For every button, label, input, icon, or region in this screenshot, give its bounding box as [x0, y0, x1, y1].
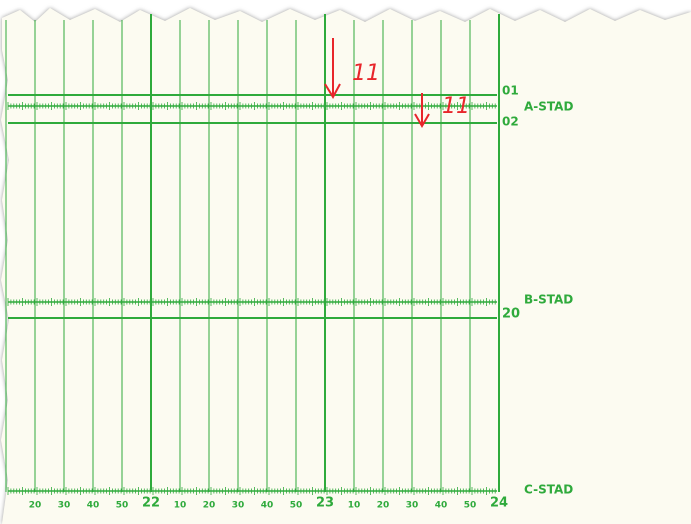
- time-label: 20: [29, 501, 42, 511]
- time-label: 20: [377, 501, 390, 511]
- grid: [5, 14, 500, 495]
- time-label: 22: [142, 496, 160, 511]
- time-label: 30: [58, 501, 71, 511]
- time-label: 50: [116, 501, 129, 511]
- row-label: A-STAD: [524, 100, 573, 114]
- time-label: 10: [348, 501, 361, 511]
- row-label: B-STAD: [524, 293, 573, 307]
- row-label: C-STAD: [524, 483, 573, 497]
- time-label: 50: [290, 501, 303, 511]
- row-label: 02: [502, 115, 519, 129]
- time-label: 30: [406, 501, 419, 511]
- time-label: 20: [203, 501, 216, 511]
- time-label: 30: [232, 501, 245, 511]
- row-label: 20: [502, 307, 520, 322]
- row-label: 01: [502, 84, 519, 98]
- time-label: 40: [435, 501, 448, 511]
- time-label: 40: [87, 501, 100, 511]
- time-label: 24: [490, 496, 508, 511]
- time-label: 23: [316, 496, 334, 511]
- annotation-label: 11: [442, 94, 470, 119]
- time-label: 50: [464, 501, 477, 511]
- paper: [1, 8, 691, 524]
- time-label: 40: [261, 501, 274, 511]
- annotation: [324, 38, 430, 128]
- annotation-label: 11: [352, 61, 380, 86]
- time-label: 10: [174, 501, 187, 511]
